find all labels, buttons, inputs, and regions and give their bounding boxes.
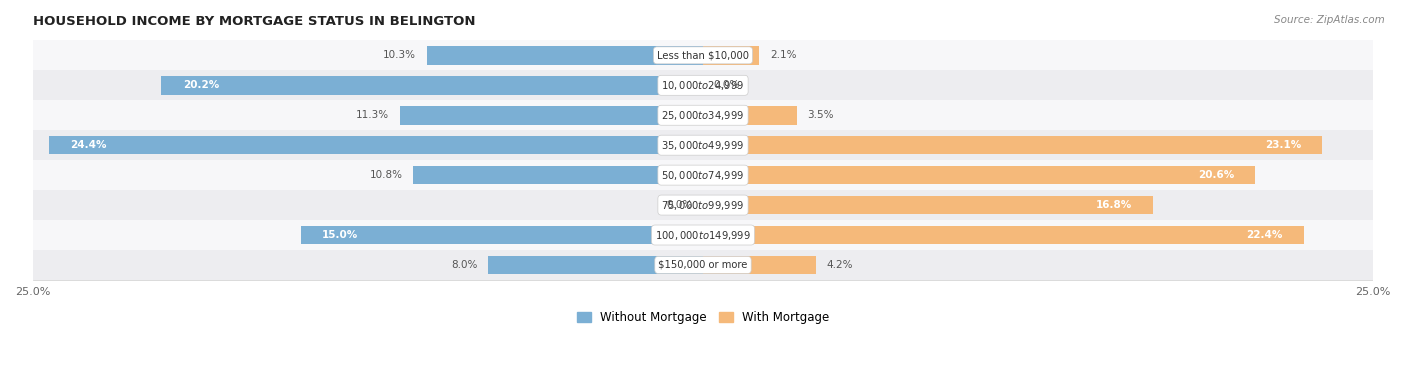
Text: 23.1%: 23.1% xyxy=(1264,140,1301,150)
Bar xyxy=(703,226,1303,244)
Legend: Without Mortgage, With Mortgage: Without Mortgage, With Mortgage xyxy=(572,307,834,329)
Bar xyxy=(6,220,1400,250)
Bar xyxy=(6,100,1400,130)
Text: $100,000 to $149,999: $100,000 to $149,999 xyxy=(655,228,751,242)
Bar xyxy=(427,46,703,64)
Text: $50,000 to $74,999: $50,000 to $74,999 xyxy=(661,169,745,182)
Text: 3.5%: 3.5% xyxy=(807,110,834,120)
Text: Less than $10,000: Less than $10,000 xyxy=(657,51,749,60)
Bar xyxy=(6,130,1400,160)
Text: $75,000 to $99,999: $75,000 to $99,999 xyxy=(661,199,745,211)
Text: Source: ZipAtlas.com: Source: ZipAtlas.com xyxy=(1274,15,1385,25)
Bar xyxy=(488,256,703,274)
Bar xyxy=(703,166,1256,184)
Text: 22.4%: 22.4% xyxy=(1246,230,1282,240)
Text: 10.8%: 10.8% xyxy=(370,170,402,180)
Bar xyxy=(6,160,1400,190)
Bar xyxy=(703,136,1323,155)
Text: $25,000 to $34,999: $25,000 to $34,999 xyxy=(661,109,745,122)
Bar xyxy=(6,190,1400,220)
Bar xyxy=(49,136,703,155)
Bar xyxy=(703,46,759,64)
Bar xyxy=(301,226,703,244)
Text: 16.8%: 16.8% xyxy=(1095,200,1132,210)
Text: HOUSEHOLD INCOME BY MORTGAGE STATUS IN BELINGTON: HOUSEHOLD INCOME BY MORTGAGE STATUS IN B… xyxy=(32,15,475,28)
Text: 15.0%: 15.0% xyxy=(322,230,359,240)
Text: 2.1%: 2.1% xyxy=(770,51,797,60)
Text: 8.0%: 8.0% xyxy=(451,260,478,270)
Bar xyxy=(703,106,797,124)
Bar xyxy=(401,106,703,124)
Text: 11.3%: 11.3% xyxy=(356,110,389,120)
Bar xyxy=(162,76,703,95)
Bar xyxy=(6,40,1400,70)
Bar xyxy=(703,196,1153,215)
Text: 20.2%: 20.2% xyxy=(183,80,219,90)
Text: 4.2%: 4.2% xyxy=(827,260,853,270)
Text: $35,000 to $49,999: $35,000 to $49,999 xyxy=(661,139,745,152)
Text: 10.3%: 10.3% xyxy=(382,51,416,60)
Text: 24.4%: 24.4% xyxy=(70,140,107,150)
Text: 0.0%: 0.0% xyxy=(714,80,740,90)
Text: $10,000 to $24,999: $10,000 to $24,999 xyxy=(661,79,745,92)
Text: 20.6%: 20.6% xyxy=(1198,170,1234,180)
Bar xyxy=(413,166,703,184)
Text: 0.0%: 0.0% xyxy=(666,200,692,210)
Text: $150,000 or more: $150,000 or more xyxy=(658,260,748,270)
Bar xyxy=(6,70,1400,100)
Bar xyxy=(703,256,815,274)
Bar xyxy=(6,250,1400,280)
